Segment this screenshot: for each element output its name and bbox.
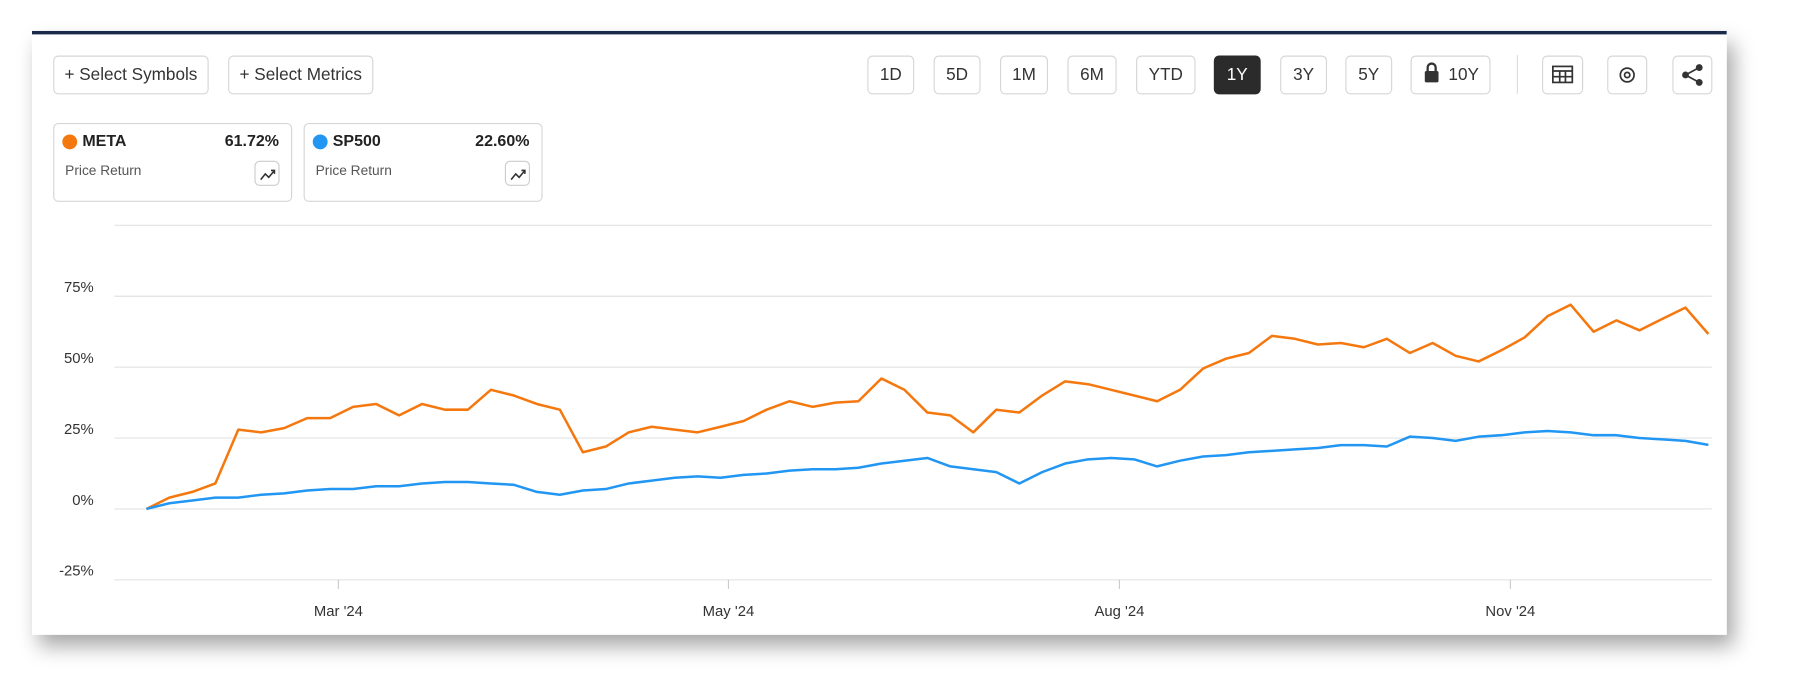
period-label: 1D: [880, 64, 902, 84]
legend: META 61.72% Price Return SP500 22.60% Price R…: [53, 123, 543, 202]
lock-icon: [1424, 70, 1439, 83]
select-button[interactable]: [228, 55, 374, 95]
legend-return: 22.60%: [475, 133, 529, 150]
share-icon: [1682, 64, 1703, 86]
x-tick-label: Mar '24: [314, 604, 363, 620]
x-tick-label: Nov '24: [1485, 604, 1535, 620]
trend-button[interactable]: [504, 160, 531, 186]
settings-button[interactable]: [1607, 55, 1648, 95]
trend-button[interactable]: [254, 160, 280, 186]
select-button[interactable]: [53, 55, 209, 95]
period-button[interactable]: [1067, 55, 1117, 95]
x-tick-label: May '24: [703, 604, 755, 620]
period-label: 6M: [1080, 64, 1104, 84]
legend-card[interactable]: [303, 123, 543, 202]
lock-icon: [1426, 62, 1437, 71]
trend-icon: [260, 169, 276, 181]
period-label: YTD: [1149, 64, 1183, 84]
table-icon: [1552, 65, 1574, 84]
y-tick-label: 75%: [64, 280, 94, 296]
period-label: 1Y: [1227, 64, 1249, 84]
button-label: + Select Symbols: [64, 64, 197, 84]
top-bar: [32, 30, 1727, 35]
period-label: 3Y: [1293, 64, 1315, 84]
button-label: + Select Metrics: [240, 64, 362, 84]
chart: -25% 0% 25% 50% 75% Mar '24 May '24 Aug '24 Nov …: [59, 224, 1712, 620]
y-tick-label: 0%: [72, 493, 93, 509]
legend-swatch: [62, 134, 78, 150]
card: [32, 32, 1727, 635]
share-button[interactable]: [1672, 55, 1713, 95]
period-label: 1M: [1012, 64, 1036, 84]
trend-icon: [510, 169, 526, 181]
period-button[interactable]: [1345, 55, 1393, 95]
gear-icon: [1619, 67, 1635, 83]
legend-name: SP500: [333, 133, 381, 150]
legend-swatch: [312, 134, 328, 150]
legend-name: META: [82, 133, 127, 150]
legend-metric: Price Return: [65, 163, 141, 178]
period-button[interactable]: [1213, 55, 1261, 95]
x-tick-label: Aug '24: [1094, 604, 1144, 620]
series-line: [146, 429, 1709, 511]
icon-buttons: [1542, 55, 1713, 95]
table-button[interactable]: [1542, 55, 1584, 95]
period-button[interactable]: [867, 55, 915, 95]
series-line: [145, 303, 1710, 511]
period-button[interactable]: [1136, 55, 1196, 95]
period-button[interactable]: [999, 55, 1049, 95]
period-label: 5D: [946, 64, 968, 84]
legend-metric: Price Return: [316, 163, 392, 178]
period-button[interactable]: [1280, 55, 1328, 95]
y-tick-label: 25%: [64, 422, 94, 438]
period-label: 10Y: [1448, 64, 1479, 84]
y-tick-label: -25%: [59, 564, 94, 580]
y-tick-label: 50%: [64, 351, 94, 367]
toolbar: + Select Symbols + Select Metrics 1D 5D 1M 6M…: [53, 55, 1491, 95]
legend-card[interactable]: [53, 123, 293, 202]
period-label: 5Y: [1358, 64, 1380, 84]
period-button[interactable]: [933, 55, 981, 95]
period-button[interactable]: [1410, 55, 1491, 95]
legend-return: 61.72%: [225, 133, 279, 150]
